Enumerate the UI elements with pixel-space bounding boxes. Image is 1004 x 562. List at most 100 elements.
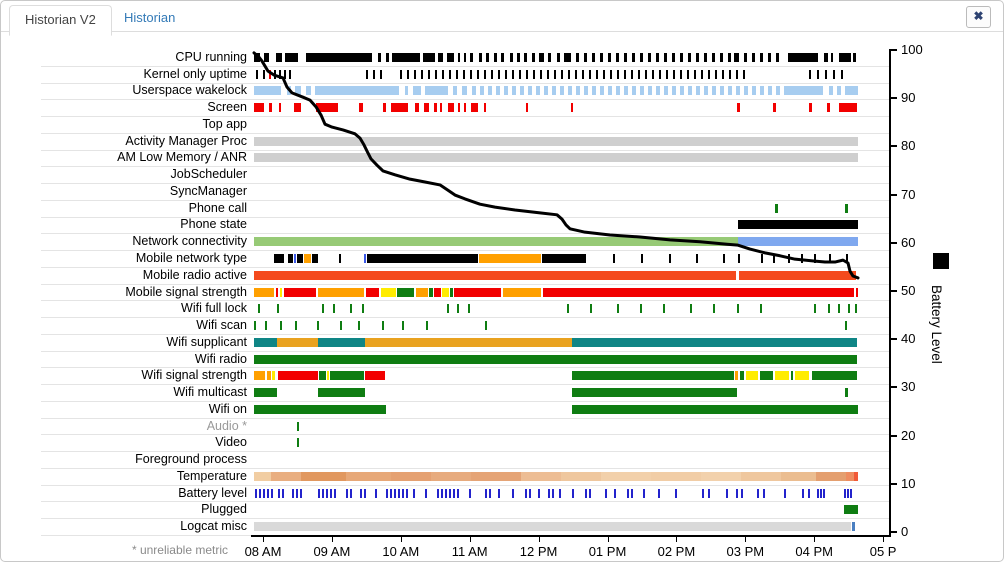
bar-segment xyxy=(845,86,858,96)
bar-segment xyxy=(279,69,281,79)
bar-segment xyxy=(728,52,731,62)
bar-segment xyxy=(468,304,470,314)
bar-segment xyxy=(358,321,360,331)
x-axis-label: 12 PM xyxy=(519,544,558,559)
bar-segment xyxy=(776,52,779,62)
bar-segment xyxy=(297,253,303,263)
bar-segment xyxy=(267,371,271,381)
row-label: Mobile signal strength xyxy=(125,284,247,299)
bar-tick xyxy=(572,488,574,498)
bar-tick xyxy=(271,488,273,498)
bar-segment xyxy=(738,237,858,247)
bar-tick xyxy=(386,488,388,498)
bar-segment xyxy=(423,52,435,62)
bar-tick xyxy=(823,488,825,498)
bar-segment xyxy=(297,421,299,431)
bar-segment xyxy=(688,86,692,96)
row-label: Screen xyxy=(207,100,247,115)
bar-segment xyxy=(400,69,402,79)
row-label: Wifi multicast xyxy=(173,385,247,400)
bar-segment xyxy=(610,69,612,79)
bar-tick xyxy=(736,488,738,498)
row-separator xyxy=(41,384,889,386)
x-axis-tick xyxy=(745,535,747,542)
bar-segment xyxy=(568,69,570,79)
bar-segment xyxy=(424,103,429,113)
tab-historian[interactable]: Historian xyxy=(124,10,176,25)
bar-segment xyxy=(761,253,763,263)
bar-segment xyxy=(447,52,454,62)
bar-segment xyxy=(258,304,260,314)
bar-segment xyxy=(596,69,598,79)
bar-segment xyxy=(600,86,604,96)
row-label: Logcat misc xyxy=(180,519,247,534)
row-label: Kernel only uptime xyxy=(143,66,247,81)
bar-segment xyxy=(576,86,580,96)
bar-segment xyxy=(838,304,840,314)
bar-segment xyxy=(817,69,819,79)
bar-segment xyxy=(274,253,284,263)
bar-segment xyxy=(498,69,500,79)
row-label: Audio * xyxy=(206,418,247,433)
bar-segment xyxy=(378,52,381,62)
bar-segment xyxy=(632,52,635,62)
bar-segment xyxy=(752,86,756,96)
bar-segment xyxy=(285,52,298,62)
bar-segment xyxy=(567,304,569,314)
row-label: Wifi on xyxy=(208,401,247,416)
bar-segment xyxy=(617,304,619,314)
bar-segment xyxy=(402,321,404,331)
y-axis-label: 10 xyxy=(901,475,916,491)
bar-segment xyxy=(738,220,858,230)
bar-segment xyxy=(279,103,281,113)
bar-segment xyxy=(590,304,592,314)
bar-segment xyxy=(572,404,858,414)
bar-segment xyxy=(845,388,848,398)
bar-segment xyxy=(552,86,556,96)
row-separator xyxy=(41,467,889,469)
bar-segment xyxy=(434,103,437,113)
row-separator xyxy=(41,484,889,486)
bar-tick xyxy=(498,488,500,498)
bar-segment xyxy=(485,321,487,331)
row-label: Top app xyxy=(202,116,247,131)
bar-segment xyxy=(428,69,430,79)
bar-tick xyxy=(441,488,443,498)
bar-segment xyxy=(526,103,528,113)
bar-segment xyxy=(589,69,591,79)
close-button[interactable]: ✖ xyxy=(966,6,991,28)
bar-segment xyxy=(284,287,316,297)
y-axis-label: 90 xyxy=(901,90,916,106)
bar-segment xyxy=(480,86,484,96)
bar-segment xyxy=(532,52,535,62)
bar-segment xyxy=(632,86,636,96)
bar-segment xyxy=(572,337,857,347)
bar-tick xyxy=(708,488,710,498)
bar-tick xyxy=(614,488,616,498)
y-axis-tick xyxy=(889,145,897,148)
bar-segment xyxy=(795,371,809,381)
bar-segment xyxy=(413,86,421,96)
bar-tick xyxy=(627,488,629,498)
bar-segment xyxy=(640,304,642,314)
y-axis-label: 70 xyxy=(901,186,916,202)
bar-segment xyxy=(294,253,296,263)
bar-segment xyxy=(672,52,675,62)
bar-segment xyxy=(434,287,441,297)
bar-segment xyxy=(312,253,318,263)
bar-segment xyxy=(722,69,724,79)
bar-tick xyxy=(398,488,400,498)
x-axis-label: 10 AM xyxy=(382,544,420,559)
bar-segment xyxy=(809,103,812,113)
row-label: AM Low Memory / ANR xyxy=(117,150,247,165)
y-axis-tick xyxy=(889,386,897,389)
bar-segment xyxy=(449,69,451,79)
bar-tick xyxy=(741,488,743,498)
tab-historian-v2[interactable]: Historian V2 xyxy=(9,5,112,36)
y-axis-tick xyxy=(889,531,897,533)
y-axis-label: 80 xyxy=(901,138,916,154)
bar-tick xyxy=(548,488,550,498)
bar-segment xyxy=(447,304,449,314)
row-label: Wifi signal strength xyxy=(141,368,247,383)
